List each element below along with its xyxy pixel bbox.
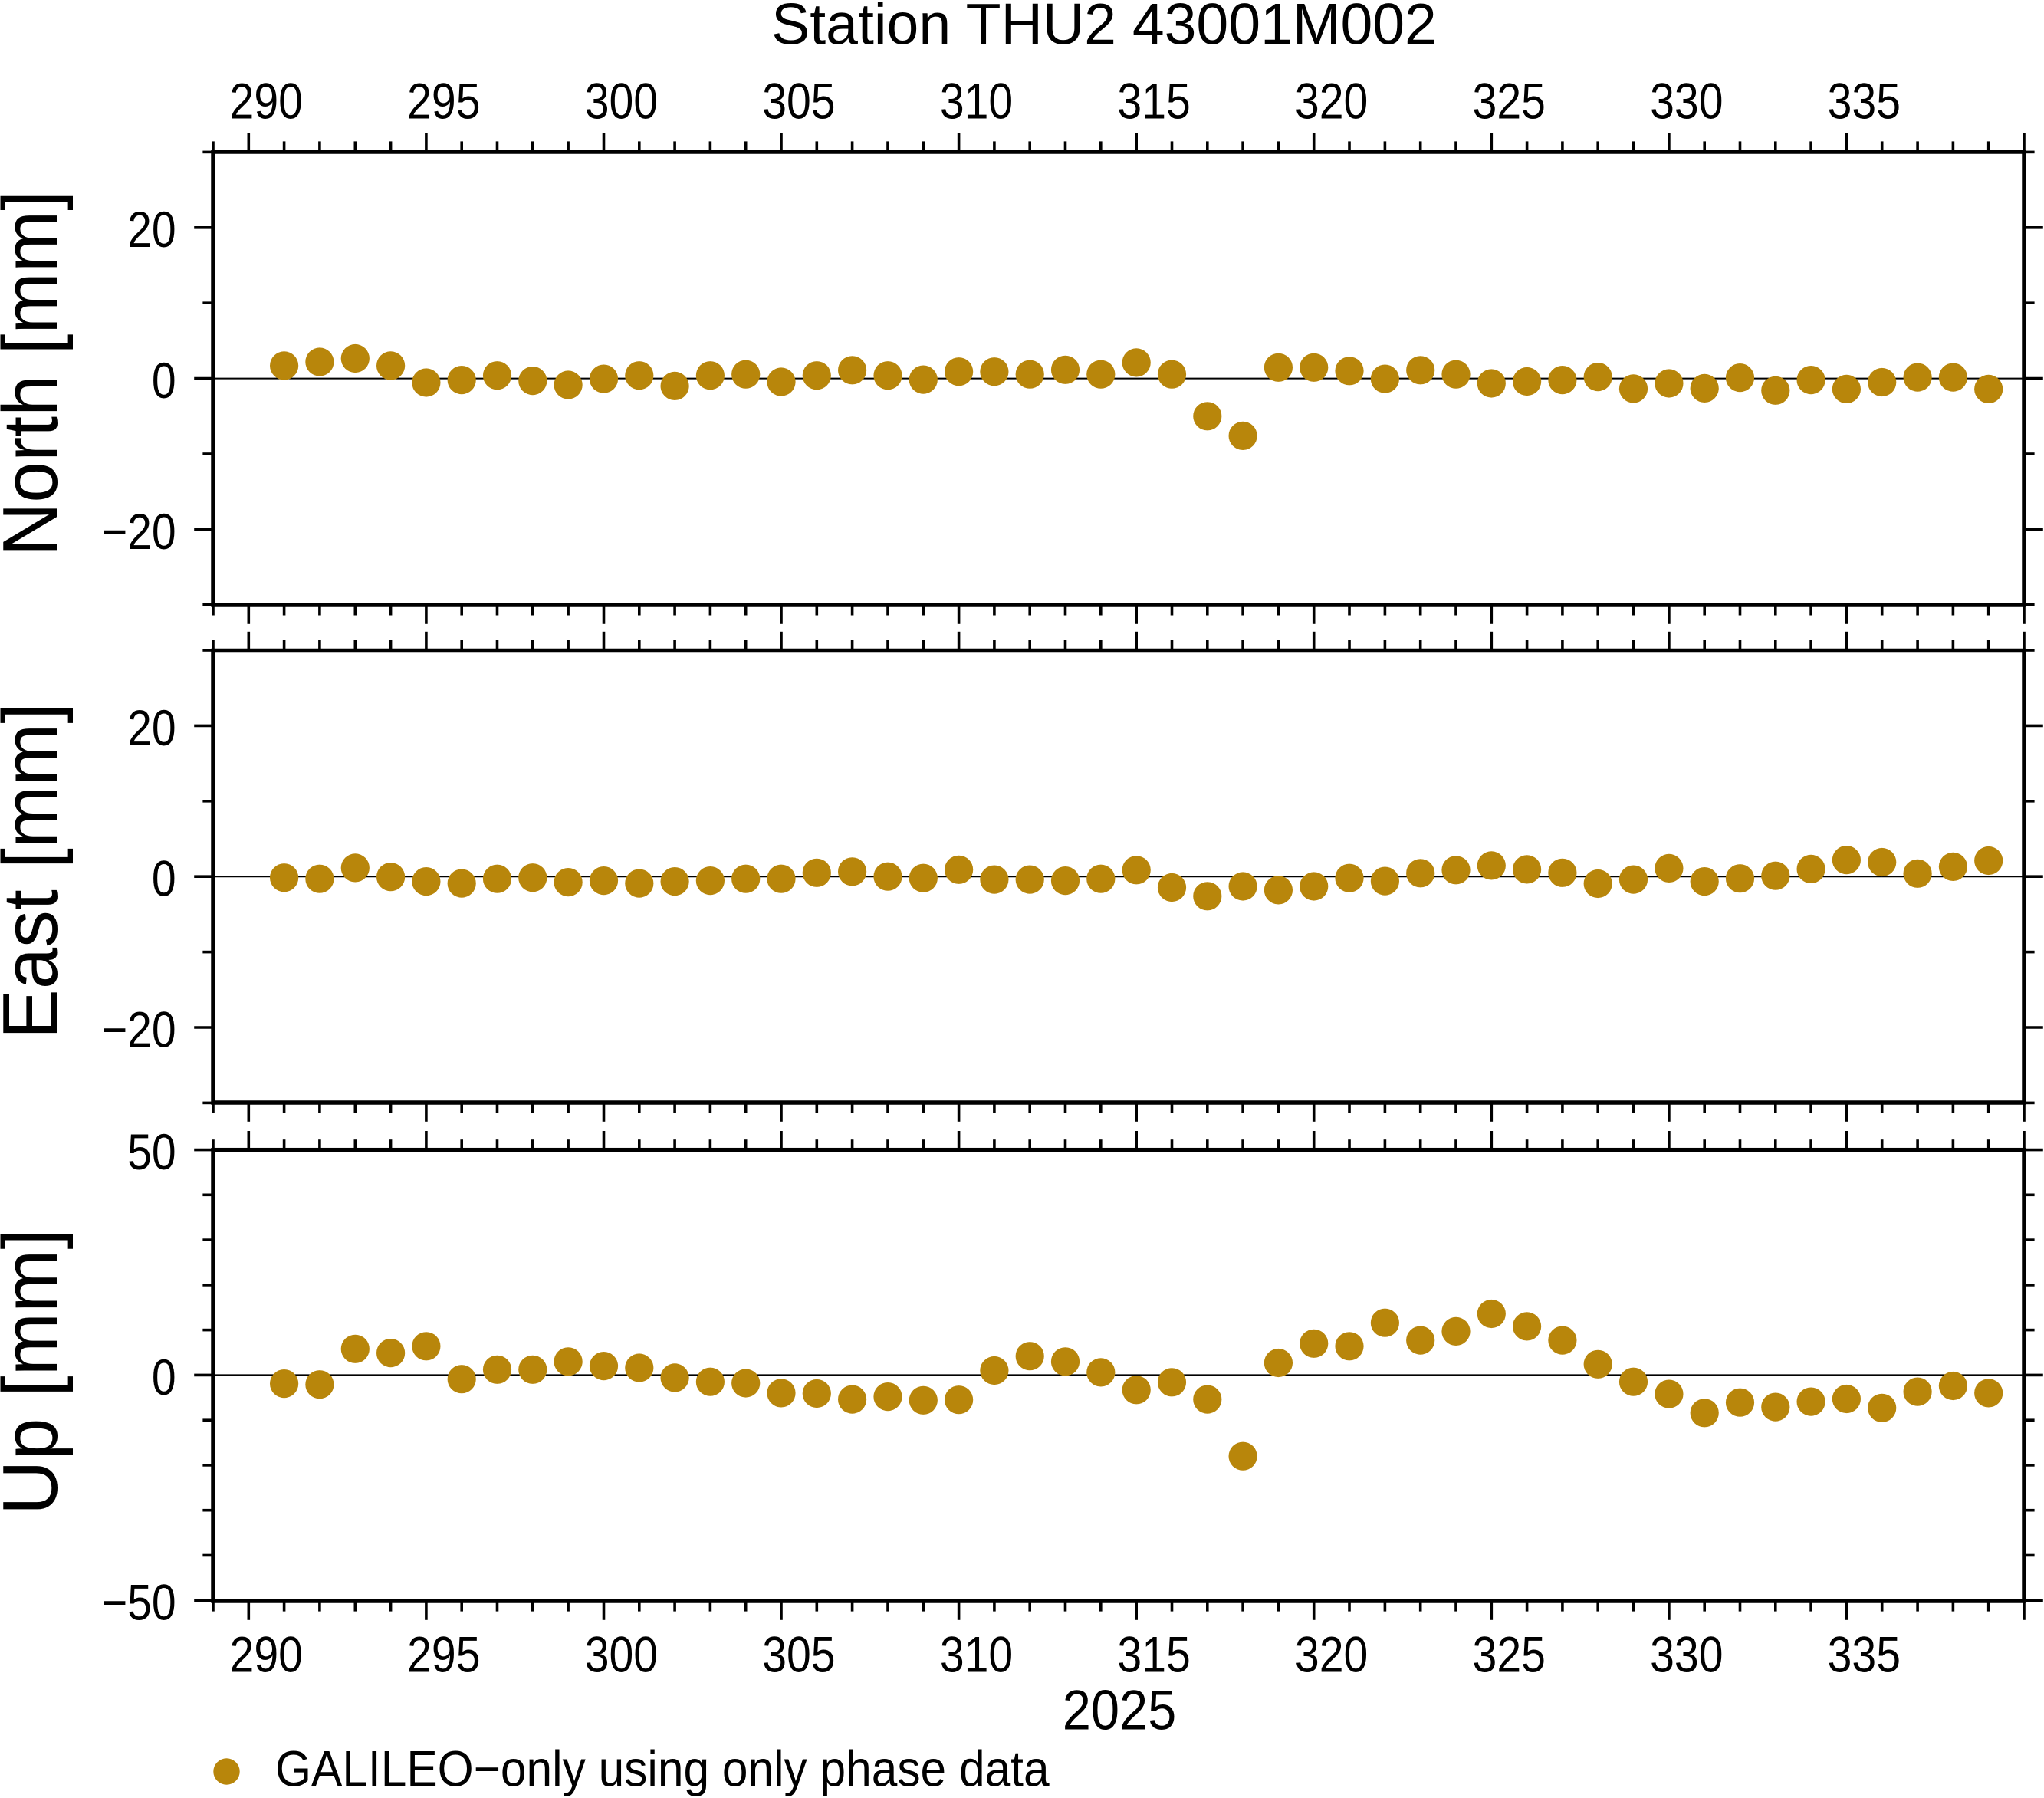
svg-text:290: 290 <box>230 74 303 130</box>
svg-text:325: 325 <box>1473 74 1546 130</box>
svg-text:290: 290 <box>230 1627 303 1684</box>
svg-text:295: 295 <box>407 74 480 130</box>
svg-text:0: 0 <box>152 1349 176 1406</box>
svg-text:305: 305 <box>762 74 835 130</box>
svg-text:300: 300 <box>585 1627 658 1684</box>
svg-text:320: 320 <box>1295 1627 1368 1684</box>
svg-text:330: 330 <box>1650 1627 1723 1684</box>
svg-text:20: 20 <box>127 700 176 757</box>
svg-text:295: 295 <box>407 1627 480 1684</box>
svg-text:East [mm]: East [mm] <box>0 703 74 1040</box>
svg-text:315: 315 <box>1117 74 1190 130</box>
svg-text:310: 310 <box>940 1627 1013 1684</box>
svg-text:300: 300 <box>585 74 658 130</box>
svg-text:325: 325 <box>1473 1627 1546 1684</box>
svg-text:310: 310 <box>940 74 1013 130</box>
svg-text:330: 330 <box>1650 74 1723 130</box>
svg-text:20: 20 <box>127 202 176 258</box>
svg-text:315: 315 <box>1117 1627 1190 1684</box>
svg-text:2025: 2025 <box>1063 1678 1177 1741</box>
svg-text:−20: −20 <box>102 504 176 560</box>
svg-text:320: 320 <box>1295 74 1368 130</box>
svg-text:GALILEO−only using only phase: GALILEO−only using only phase data <box>275 1741 1050 1797</box>
svg-text:−50: −50 <box>102 1575 176 1632</box>
svg-text:North [mm]: North [mm] <box>0 190 73 556</box>
svg-text:335: 335 <box>1828 74 1901 130</box>
svg-text:−20: −20 <box>102 1002 176 1059</box>
svg-text:Station THU2 43001M002: Station THU2 43001M002 <box>771 0 1437 58</box>
svg-text:305: 305 <box>762 1627 835 1684</box>
svg-text:50: 50 <box>127 1124 176 1181</box>
svg-text:Up [mm]: Up [mm] <box>0 1228 74 1515</box>
svg-text:335: 335 <box>1828 1627 1901 1684</box>
svg-text:0: 0 <box>152 851 176 908</box>
svg-text:0: 0 <box>152 353 176 409</box>
